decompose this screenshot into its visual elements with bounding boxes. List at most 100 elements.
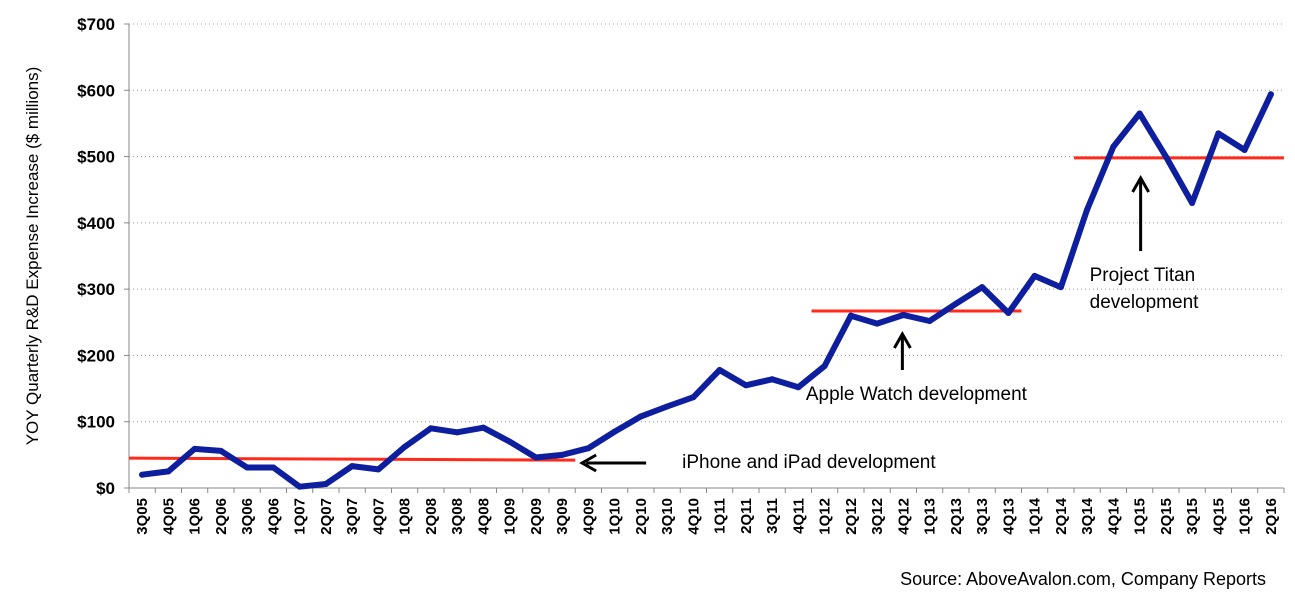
data-point <box>1031 272 1038 279</box>
x-tick-label: 3Q15 <box>1184 498 1201 535</box>
x-tick-label: 1Q11 <box>712 498 729 534</box>
annotations: iPhone and iPad development Apple Watch d… <box>579 174 1200 473</box>
x-tick-label: 4Q13 <box>1000 498 1017 535</box>
data-point <box>847 312 854 319</box>
x-tick-label: 4Q11 <box>790 498 807 534</box>
data-point <box>742 382 749 389</box>
data-point <box>716 367 723 374</box>
x-tick-label: 2Q14 <box>1053 497 1070 534</box>
x-tick-label: 3Q12 <box>869 498 886 535</box>
data-point <box>506 438 513 445</box>
x-tick-label: 1Q15 <box>1132 498 1149 535</box>
data-point <box>611 428 618 435</box>
data-point <box>585 445 592 452</box>
annotation-label: Apple Watch development <box>806 384 1028 405</box>
data-point <box>401 443 408 450</box>
x-tick-label: 1Q08 <box>397 498 414 535</box>
data-point <box>1162 153 1169 160</box>
x-tick-label: 1Q16 <box>1237 498 1254 535</box>
x-tick-label: 2Q16 <box>1263 498 1280 535</box>
x-tick-label: 4Q12 <box>895 498 912 535</box>
data-point <box>349 463 356 470</box>
data-point <box>375 466 382 473</box>
x-tick-label: 1Q09 <box>502 498 519 535</box>
y-tick-label: $500 <box>77 148 115 167</box>
x-tick-label: 2Q08 <box>423 498 440 535</box>
x-tick-label: 1Q14 <box>1027 497 1044 534</box>
x-tick-label: 3Q14 <box>1079 497 1096 534</box>
data-point <box>1267 91 1274 98</box>
x-tick-label: 1Q12 <box>817 498 834 535</box>
data-point <box>322 481 329 488</box>
y-tick-label: $600 <box>77 81 115 100</box>
annotation-label: Project Titan <box>1090 265 1196 286</box>
data-point <box>1057 284 1064 291</box>
x-tick-label: 3Q05 <box>134 498 151 535</box>
x-tick-label: 2Q09 <box>528 498 545 535</box>
y-tick-labels: $0 $100 $200 $300 $400 $500 $600 $700 <box>77 15 115 498</box>
data-point <box>1084 206 1091 213</box>
data-point <box>427 425 434 432</box>
data-point <box>926 317 933 324</box>
x-tick-label: 1Q13 <box>922 498 939 535</box>
x-tick-label: 3Q09 <box>554 498 571 535</box>
data-point <box>690 394 697 401</box>
data-point <box>769 376 776 383</box>
data-point <box>1005 310 1012 317</box>
x-tick-label: 4Q14 <box>1105 497 1122 534</box>
x-tick-label: 2Q10 <box>633 498 650 535</box>
data-point <box>821 363 828 370</box>
x-tick-label: 4Q10 <box>685 498 702 535</box>
annotation-label: iPhone and iPad development <box>682 452 936 473</box>
annotation-label: development <box>1090 292 1200 313</box>
series-points <box>139 91 1274 490</box>
y-tick-label: $100 <box>77 413 115 432</box>
data-point <box>454 429 461 436</box>
data-point <box>244 464 251 471</box>
y-tick-label: $200 <box>77 346 115 365</box>
data-point <box>1136 110 1143 117</box>
x-tick-label: 2Q15 <box>1158 498 1175 535</box>
x-tick-label: 1Q07 <box>292 498 309 535</box>
data-point <box>979 284 986 291</box>
x-tick-label: 3Q10 <box>659 498 676 535</box>
x-tick-label: 2Q06 <box>213 498 230 535</box>
x-tick-label: 3Q11 <box>764 498 781 534</box>
x-tick-label: 4Q05 <box>160 498 177 535</box>
annotation-arrowhead <box>1131 174 1150 193</box>
data-point <box>1110 143 1117 150</box>
x-tick-label: 2Q13 <box>948 498 965 535</box>
annotation-arrowhead <box>579 453 597 473</box>
x-tick-label: 3Q06 <box>239 498 256 535</box>
data-point <box>165 468 172 475</box>
x-tick-label: 3Q08 <box>449 498 466 535</box>
data-point <box>874 320 881 327</box>
data-point <box>900 311 907 318</box>
x-tick-label: 2Q07 <box>318 498 335 535</box>
data-point <box>1241 146 1248 153</box>
x-tick-label: 1Q10 <box>607 498 624 535</box>
x-tick-label: 2Q11 <box>738 498 755 534</box>
data-point <box>270 464 277 471</box>
data-point <box>139 471 146 478</box>
data-point <box>637 413 644 420</box>
data-point <box>664 403 671 410</box>
x-tick-label: 1Q06 <box>187 498 204 535</box>
y-tick-label: $400 <box>77 214 115 233</box>
data-point <box>480 424 487 431</box>
data-point <box>559 451 566 458</box>
grid-lines <box>124 23 1285 493</box>
data-point <box>532 454 539 461</box>
x-tick-label: 4Q08 <box>475 498 492 535</box>
x-tick-label: 4Q09 <box>580 498 597 535</box>
data-point <box>191 445 198 452</box>
y-axis-label: YOY Quarterly R&D Expense Increase ($ mi… <box>23 67 42 446</box>
x-tick-label: 2Q12 <box>843 498 860 535</box>
x-tick-label: 4Q15 <box>1210 498 1227 535</box>
data-point <box>296 483 303 490</box>
x-tick-label: 4Q06 <box>265 498 282 535</box>
x-tick-label: 3Q07 <box>344 498 361 535</box>
y-tick-label: $700 <box>77 15 115 34</box>
